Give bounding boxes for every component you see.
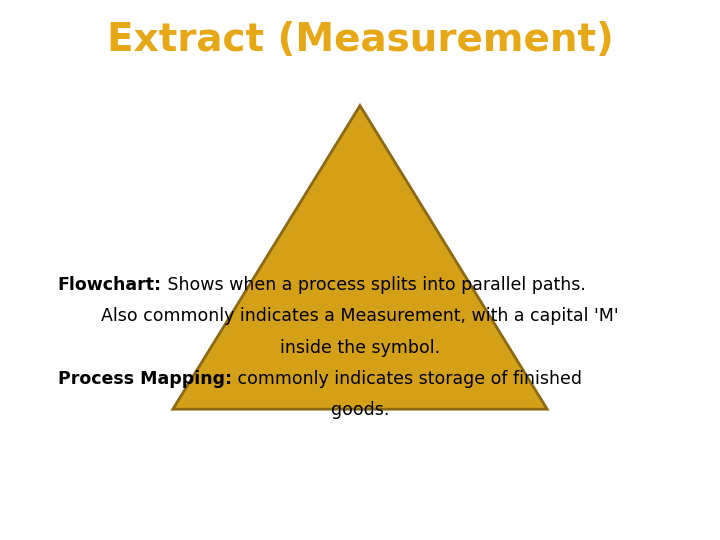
Text: Also commonly indicates a Measurement, with a capital 'M': Also commonly indicates a Measurement, w… (102, 307, 618, 326)
Polygon shape (173, 106, 547, 409)
Text: goods.: goods. (330, 401, 390, 420)
Text: inside the symbol.: inside the symbol. (280, 339, 440, 357)
Text: Flowchart:: Flowchart: (58, 276, 162, 294)
Text: Extract (Measurement): Extract (Measurement) (107, 21, 613, 59)
Text: Shows when a process splits into parallel paths.: Shows when a process splits into paralle… (162, 276, 585, 294)
Text: Process Mapping:: Process Mapping: (58, 370, 232, 388)
Text: commonly indicates storage of finished: commonly indicates storage of finished (232, 370, 582, 388)
